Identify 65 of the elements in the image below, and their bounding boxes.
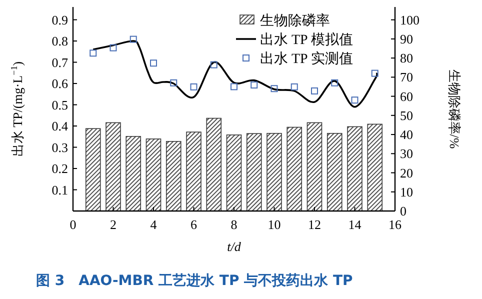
- bar: [166, 141, 182, 212]
- bar: [146, 138, 162, 212]
- point: [150, 60, 157, 67]
- y-tick-label: 0.8: [52, 34, 68, 48]
- bar: [326, 132, 342, 212]
- y-tick-label: 0.3: [52, 140, 68, 155]
- y-tick-label: 0.4: [52, 118, 68, 134]
- x-tick-label: 6: [190, 217, 198, 232]
- y-tick-label: 0.9: [52, 12, 68, 28]
- y2-tick-label: 0: [400, 204, 406, 218]
- y-tick-label: 0.7: [52, 54, 68, 70]
- point: [270, 85, 278, 92]
- x-tick-label: 14: [348, 217, 362, 232]
- y2-tick-label: 70: [400, 70, 413, 85]
- point: [210, 61, 218, 68]
- bar: [126, 136, 142, 212]
- point: [190, 83, 198, 90]
- point: [130, 36, 137, 43]
- point: [371, 70, 378, 77]
- y2-tick-label: 100: [400, 12, 420, 28]
- y2-tick-label: 30: [400, 146, 413, 162]
- point: [331, 79, 338, 86]
- bar: [266, 132, 282, 212]
- point: [290, 83, 298, 90]
- x-tick-label: 2: [110, 217, 116, 232]
- bar: [186, 132, 202, 212]
- y2-tick-label: 60: [400, 88, 413, 104]
- y-tick-label: 0.2: [52, 161, 68, 176]
- point: [230, 83, 238, 90]
- x-tick-label: 16: [388, 217, 402, 232]
- x-tick-label: 12: [308, 217, 321, 232]
- point: [110, 44, 117, 52]
- y2-tick-label: 80: [400, 50, 413, 66]
- bar: [347, 126, 362, 212]
- point: [90, 50, 97, 57]
- point: [250, 81, 258, 88]
- x-tick-label: 8: [230, 217, 238, 232]
- legend-label: 出水 TP 模拟值: [260, 32, 353, 48]
- point: [351, 96, 358, 104]
- y-tick-label: 0.5: [52, 97, 68, 112]
- bar: [85, 128, 101, 212]
- point: [311, 87, 318, 94]
- y-tick-label: 0.1: [52, 182, 68, 198]
- y2-axis-title: 生物除磷率/%: [447, 69, 462, 149]
- bar: [306, 122, 322, 212]
- bar: [246, 133, 262, 212]
- y2-tick-label: 40: [400, 127, 413, 142]
- x-tick-label: 4: [150, 217, 158, 232]
- caption: 图 3 AAO-MBR 工艺进水 TP 与不投药出水 TP: [36, 273, 353, 289]
- x-axis-title: t/d: [227, 239, 242, 254]
- legend-label: 生物除磷率: [260, 13, 330, 29]
- y2-tick-label: 20: [400, 165, 413, 180]
- legend-label: 出水 TP 实测值: [260, 51, 353, 67]
- bar: [286, 126, 302, 212]
- bar: [106, 122, 121, 212]
- y2-tick-label: 10: [400, 184, 413, 200]
- bar: [226, 134, 242, 212]
- x-tick-label: 10: [268, 217, 281, 232]
- bar: [367, 124, 383, 212]
- point: [170, 79, 178, 86]
- bar: [206, 118, 222, 212]
- y2-tick-label: 90: [400, 31, 413, 46]
- y-tick-label: 0.6: [52, 76, 68, 91]
- x-tick-label: 0: [70, 217, 76, 232]
- y2-tick-label: 50: [400, 108, 413, 123]
